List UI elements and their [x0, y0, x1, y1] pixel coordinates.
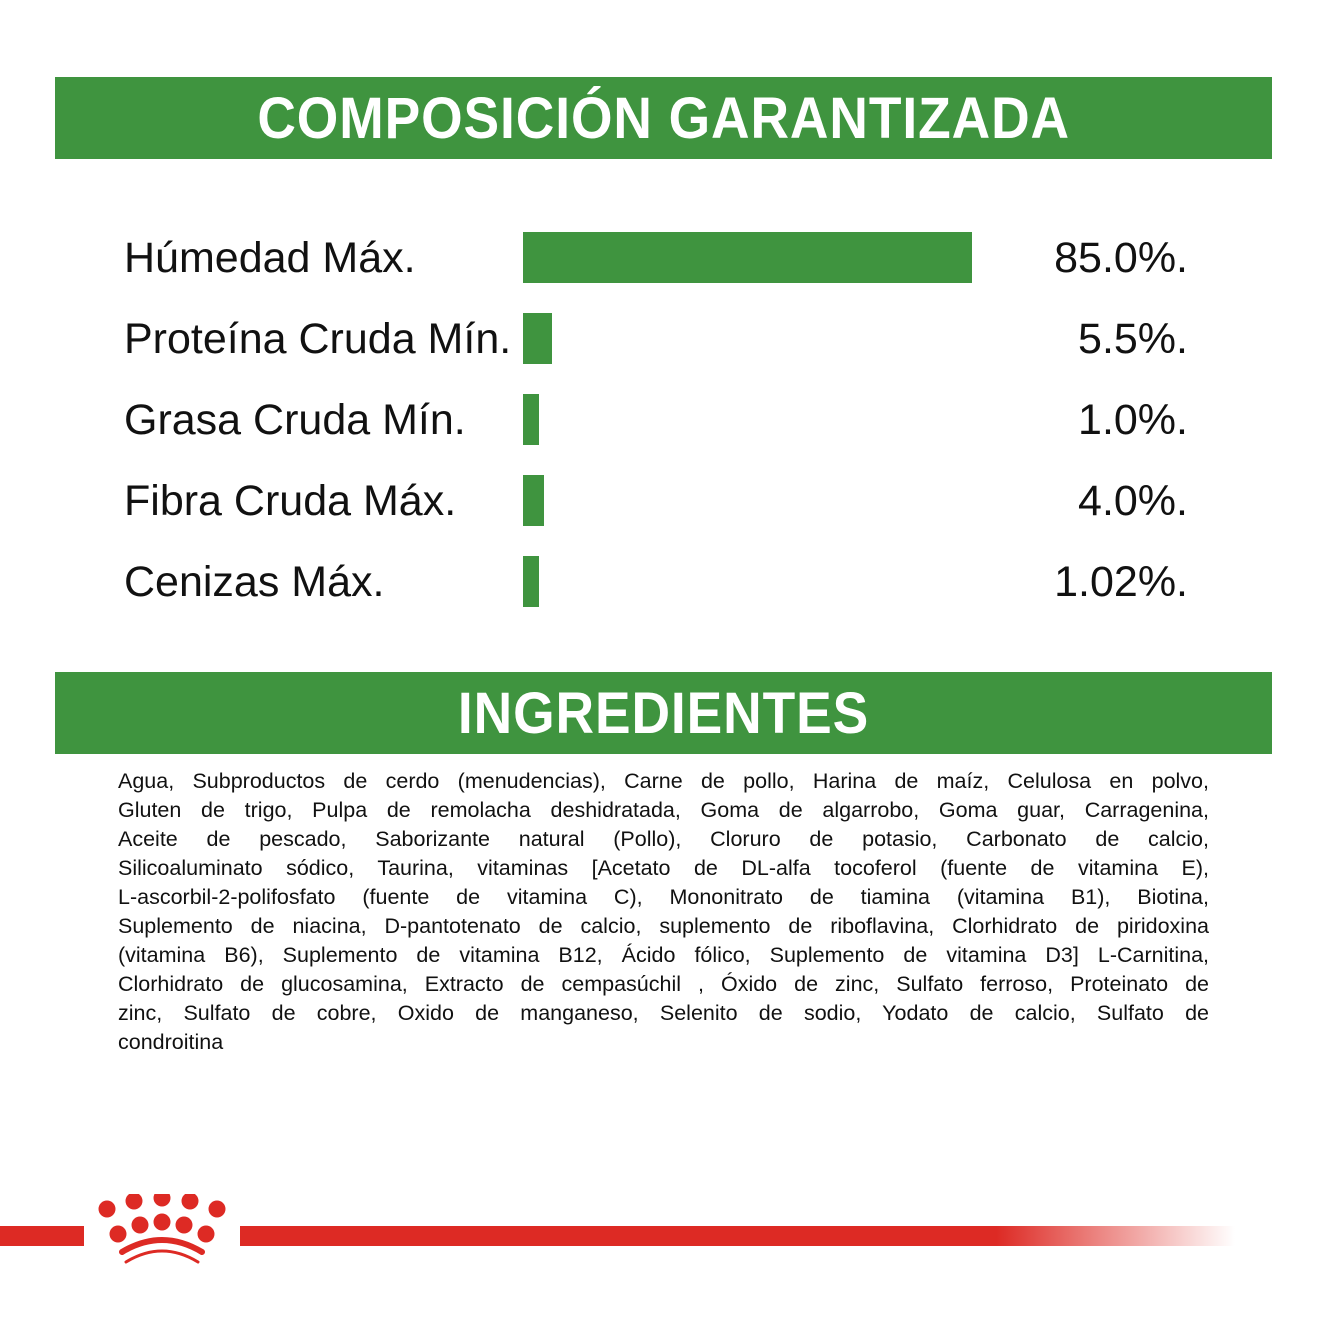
bar — [523, 475, 545, 526]
ingredients-line: Clorhidrato de glucosamina, Extracto de … — [118, 972, 1209, 996]
ingredients-title: INGREDIENTES — [457, 680, 870, 746]
value-label: 1.0%. — [1078, 396, 1188, 444]
value-label: 4.0%. — [1078, 477, 1188, 525]
crown-logo-icon — [98, 1194, 226, 1264]
ingredients-line: L-ascorbil-2-polifosfato (fuente de vita… — [118, 885, 1209, 909]
value-label: 85.0%. — [1054, 234, 1188, 282]
ingredients-line: zinc, Sulfato de cobre, Oxido de mangane… — [118, 1001, 1209, 1025]
chart-row: Grasa Cruda Mín. 1.0%. — [0, 394, 1320, 446]
chart-row: Cenizas Máx. 1.02%. — [0, 556, 1320, 608]
category-label: Fibra Cruda Máx. — [124, 477, 457, 525]
category-label: Proteína Cruda Mín. — [124, 315, 512, 363]
ingredients-line: Silicoaluminato sódico, Taurina, vitamin… — [118, 856, 1209, 880]
ingredients-line: Agua, Subproductos de cerdo (menudencias… — [118, 769, 1209, 793]
value-label: 5.5%. — [1078, 315, 1188, 363]
category-label: Cenizas Máx. — [124, 558, 385, 606]
bar — [523, 313, 553, 364]
brand-stripe-left — [0, 1226, 84, 1246]
ingredients-line: Gluten de trigo, Pulpa de remolacha desh… — [118, 798, 1209, 822]
bar — [523, 394, 539, 445]
ingredients-text: Agua, Subproductos de cerdo (menudencias… — [118, 767, 1209, 1057]
chart-row: Húmedad Máx. 85.0%. — [0, 232, 1320, 284]
ingredients-line: (vitamina B6), Suplemento de vitamina B1… — [118, 943, 1209, 967]
category-label: Grasa Cruda Mín. — [124, 396, 466, 444]
ingredients-header: INGREDIENTES — [55, 672, 1272, 754]
bar — [523, 232, 972, 283]
chart-row: Fibra Cruda Máx. 4.0%. — [0, 475, 1320, 527]
chart-row: Proteína Cruda Mín. 5.5%. — [0, 313, 1320, 365]
category-label: Húmedad Máx. — [124, 234, 416, 282]
composition-header: COMPOSICIÓN GARANTIZADA — [55, 77, 1272, 159]
composition-title: COMPOSICIÓN GARANTIZADA — [257, 85, 1070, 151]
ingredients-line: Suplemento de niacina, D-pantotenato de … — [118, 914, 1209, 938]
brand-stripe-right — [240, 1226, 1235, 1246]
ingredients-line: condroitina — [118, 1030, 224, 1054]
value-label: 1.02%. — [1054, 558, 1188, 606]
ingredients-line: Aceite de pescado, Saborizante natural (… — [118, 827, 1209, 851]
bar — [523, 556, 539, 607]
